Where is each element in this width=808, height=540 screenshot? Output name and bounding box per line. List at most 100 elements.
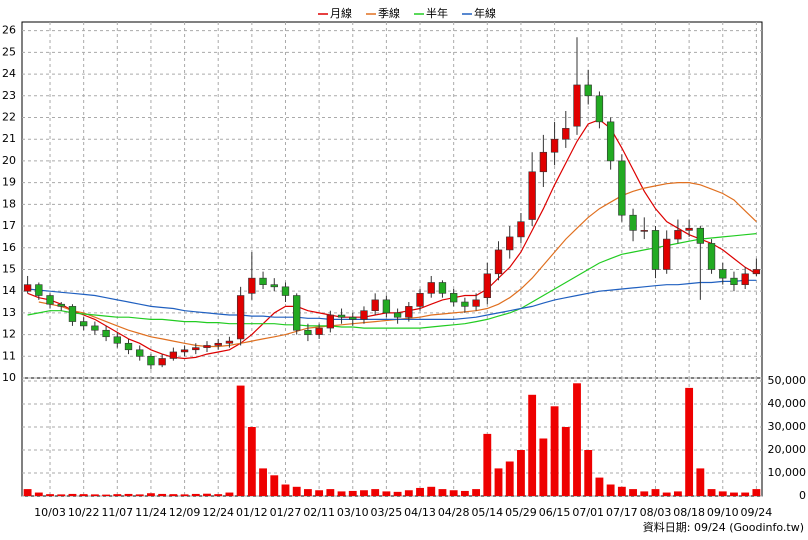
candle-body [562, 128, 570, 140]
volume-tick-label: 20,000 [768, 443, 807, 456]
candle-body [192, 347, 200, 351]
volume-bar [718, 491, 727, 496]
legend-label: 月線 [330, 6, 352, 20]
y-tick-label: 22 [2, 111, 16, 124]
y-tick-label: 10 [2, 371, 16, 384]
candle-body [158, 358, 166, 366]
volume-bar [34, 492, 43, 496]
volume-bar [673, 491, 682, 496]
volume-tick-label: 30,000 [768, 420, 807, 433]
volume-bar [584, 449, 593, 496]
volume-bar [382, 491, 391, 496]
volume-bar [281, 484, 290, 496]
x-tick-label: 05/14 [471, 506, 503, 519]
volume-bar [191, 493, 200, 496]
volume-bar [337, 491, 346, 496]
x-tick-label: 07/17 [606, 506, 638, 519]
volume-bar [360, 490, 368, 496]
volume-bar [225, 492, 234, 496]
x-tick-label: 08/18 [673, 506, 705, 519]
volume-bar [23, 489, 32, 496]
volume-bar [135, 494, 144, 496]
volume-bar [292, 486, 301, 496]
volume-bar [449, 490, 458, 496]
ma-line [27, 279, 757, 320]
candle-body [707, 243, 716, 270]
volume-bar [416, 487, 424, 496]
ma-line [27, 233, 757, 329]
candle-body [102, 329, 110, 338]
volume-bar [707, 489, 716, 496]
volume-bar [730, 492, 738, 496]
price-frame [21, 21, 763, 379]
candle-body [506, 236, 514, 251]
x-tick-label: 04/13 [404, 506, 436, 519]
candle-body [719, 269, 727, 279]
y-tick-label: 21 [2, 132, 16, 145]
candle-body [304, 329, 312, 335]
candle-body [180, 349, 189, 353]
candle-body [416, 293, 424, 307]
candle-body [461, 301, 469, 307]
volume-bar [124, 493, 133, 496]
candle-body [685, 227, 693, 231]
volume-bar [57, 494, 66, 496]
candle-body [528, 171, 536, 220]
candle-body [124, 342, 133, 351]
x-tick-label: 09/10 [707, 506, 739, 519]
volume-bar [102, 494, 111, 496]
candle-body [46, 295, 54, 305]
y-tick-label: 24 [2, 67, 16, 80]
x-tick-label: 05/29 [505, 506, 537, 519]
volume-bar [550, 406, 559, 496]
candle-body [584, 84, 592, 97]
x-tick-label: 10/22 [68, 506, 100, 519]
volume-bar [561, 426, 570, 496]
volume-tick-label: 40,000 [768, 397, 807, 410]
x-tick-label: 03/10 [337, 506, 369, 519]
legend-label: 季線 [378, 6, 400, 20]
volume-bar [326, 489, 335, 496]
volume-bar [393, 491, 402, 496]
candle-body [741, 273, 749, 285]
volume-bar [113, 494, 122, 496]
y-tick-label: 15 [2, 262, 16, 275]
candle-body [293, 295, 301, 331]
volume-tick-label: 50,000 [768, 374, 807, 387]
ma-line [27, 119, 757, 360]
volume-bar [539, 438, 548, 496]
volume-bar [348, 490, 357, 496]
candle-body [270, 284, 278, 288]
candle-body [427, 282, 435, 294]
y-tick-label: 12 [2, 328, 16, 341]
volume-bar [158, 493, 167, 496]
x-tick-label: 11/07 [101, 506, 133, 519]
candle-body [595, 95, 604, 123]
y-tick-label: 11 [2, 349, 16, 362]
candle-body [640, 230, 648, 232]
volume-tick-label: 0 [799, 489, 806, 502]
candle-body [629, 214, 637, 231]
candle-body [550, 138, 559, 153]
x-tick-label: 07/01 [572, 506, 604, 519]
volume-bar [404, 490, 413, 496]
x-tick-label: 11/24 [135, 506, 167, 519]
candle-body [35, 284, 43, 296]
candle-body [337, 314, 346, 318]
volume-bar [68, 493, 77, 496]
x-tick-label: 04/28 [438, 506, 470, 519]
y-tick-label: 17 [2, 219, 16, 232]
candle-body [23, 284, 32, 292]
volume-bar [752, 489, 761, 496]
x-tick-label: 08/03 [640, 506, 672, 519]
candle-body [147, 355, 155, 366]
volume-bar [651, 489, 660, 496]
legend-label: 半年 [426, 6, 448, 20]
legend-label: 年線 [474, 6, 496, 20]
y-tick-label: 16 [2, 241, 16, 254]
candle-body [371, 299, 379, 312]
volume-bar [517, 449, 525, 496]
candle-body [618, 160, 626, 216]
candle-body [68, 306, 77, 322]
